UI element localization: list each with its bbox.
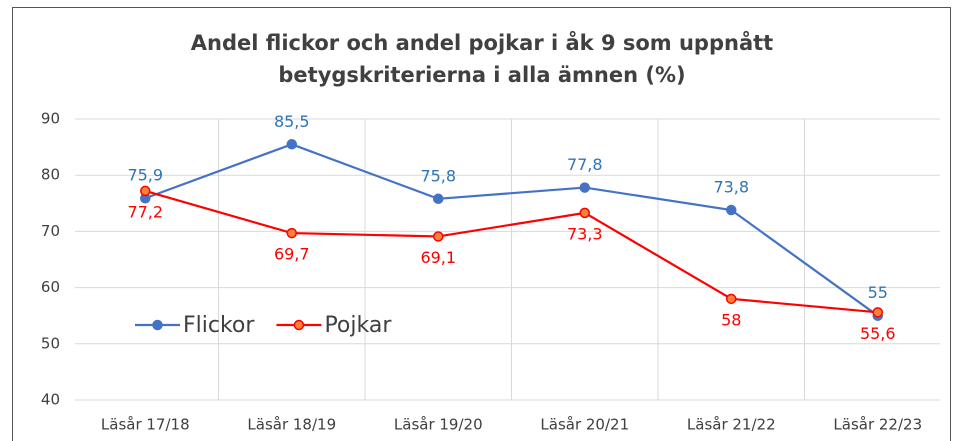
data-label: 58 <box>721 310 741 329</box>
y-tick-label: 70 <box>41 222 60 240</box>
data-label: 69,1 <box>420 248 456 267</box>
data-point <box>872 307 883 318</box>
data-point <box>433 193 444 205</box>
data-point <box>286 227 297 239</box>
chart-title: Andel flickor och andel pojkar i åk 9 so… <box>191 30 773 55</box>
x-tick-label: Läsår 17/18 <box>101 416 190 434</box>
x-tick-label: Läsår 20/21 <box>540 416 629 434</box>
x-tick-label: Läsår 18/19 <box>247 416 336 434</box>
x-tick-label: Läsår 22/23 <box>833 416 922 434</box>
data-point <box>286 139 297 150</box>
x-tick-label: Läsår 19/20 <box>394 416 483 434</box>
x-tick-label: Läsår 21/22 <box>687 416 776 434</box>
series-line <box>144 189 878 314</box>
data-point <box>579 207 590 219</box>
data-label: 55 <box>868 283 888 302</box>
y-tick-label: 40 <box>41 391 60 409</box>
data-label: 85,5 <box>274 112 310 131</box>
legend-label: Flickor <box>183 313 255 338</box>
data-label: 73,3 <box>567 224 603 243</box>
data-point <box>726 204 737 216</box>
data-label: 69,7 <box>274 245 310 264</box>
legend-label: Pojkar <box>324 313 392 338</box>
y-tick-label: 90 <box>41 110 60 128</box>
data-point <box>433 231 444 242</box>
legend-marker <box>293 319 305 331</box>
y-tick-label: 80 <box>41 166 60 184</box>
y-tick-label: 50 <box>41 334 60 352</box>
data-point <box>726 293 737 305</box>
data-label: 77,2 <box>127 202 163 221</box>
data-label: 77,8 <box>567 155 603 174</box>
data-point <box>140 185 151 197</box>
y-tick-label: 60 <box>41 278 60 296</box>
chart-frame <box>12 7 951 441</box>
data-label: 73,8 <box>713 178 749 197</box>
data-label: 75,9 <box>127 166 163 185</box>
series-line <box>144 143 879 317</box>
chart-title: betygskriterierna i alla ämnen (%) <box>278 63 685 87</box>
data-point <box>579 182 590 193</box>
data-label: 75,8 <box>420 166 456 185</box>
legend-marker <box>152 319 163 331</box>
data-label: 55,6 <box>860 324 896 343</box>
